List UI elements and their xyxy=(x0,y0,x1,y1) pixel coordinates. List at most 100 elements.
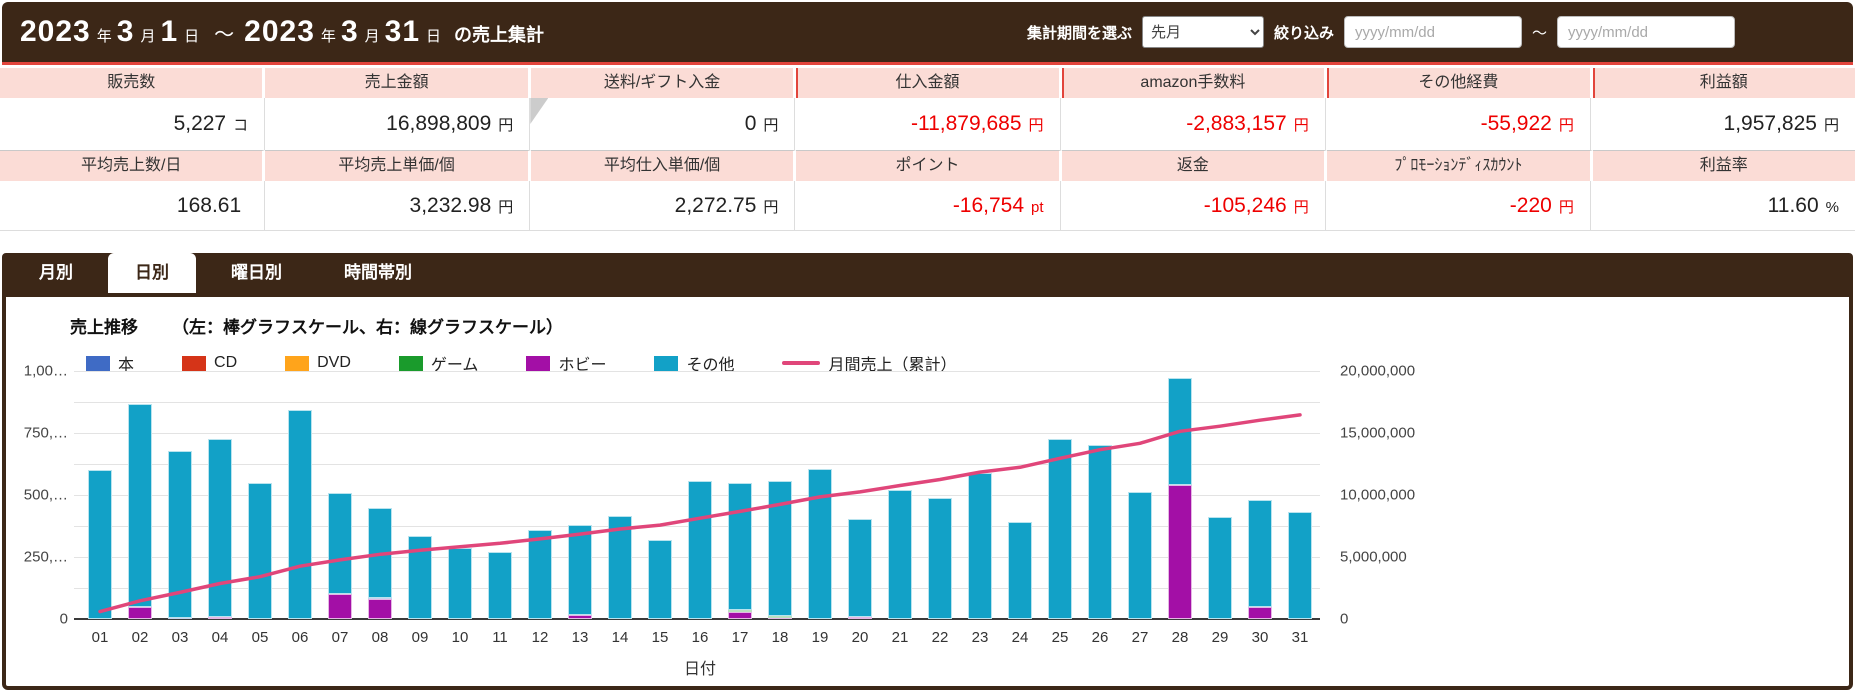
right-axis-label: 20,000,000 xyxy=(1340,362,1416,380)
summary-unit: 円 xyxy=(498,199,514,216)
summary-unit: 円 xyxy=(1558,199,1574,216)
summary-unit: 円 xyxy=(1293,117,1309,134)
bar-segment-other[interactable] xyxy=(128,404,152,608)
tab-時間帯別[interactable]: 時間帯別 xyxy=(344,263,412,282)
summary-value: -55,922 xyxy=(1480,112,1552,135)
left-axis-label: 0 xyxy=(59,610,68,628)
summary-value-cell: -220 円 xyxy=(1325,181,1591,231)
bar-segment-game[interactable] xyxy=(728,609,752,612)
from-year: 2023 xyxy=(20,15,91,48)
grid-line xyxy=(74,464,1320,465)
period-controls: 集計期間を選ぶ 先月 絞り込み ～ xyxy=(1027,16,1835,48)
bar-segment-other[interactable] xyxy=(1248,499,1272,608)
legend-swatch-book xyxy=(86,355,110,371)
bar-segment-other[interactable] xyxy=(1008,522,1032,619)
bar-segment-other[interactable] xyxy=(1288,512,1312,619)
x-tick-label: 17 xyxy=(731,629,749,646)
from-month: 3 xyxy=(116,15,135,48)
bar-segment-other[interactable] xyxy=(488,551,512,619)
x-tick-label: 15 xyxy=(651,629,669,646)
x-tick-label: 19 xyxy=(811,629,829,646)
bar-segment-other[interactable] xyxy=(648,539,672,619)
range-separator: ～ xyxy=(214,23,235,46)
bar-segment-other[interactable] xyxy=(848,518,872,618)
page-header: 2023 年 3 月 1 日 ～ 2023 年 3 月 31 日 の売上集計 集… xyxy=(2,2,1853,65)
bar-segment-hobby[interactable] xyxy=(368,599,392,619)
x-tick-label: 28 xyxy=(1171,629,1189,646)
bar-segment-other[interactable] xyxy=(1088,445,1112,619)
chart-panel: 売上推移 （左：棒グラフスケール、右：線グラフスケール） 本 CD DVD ゲーム ホビ… xyxy=(2,293,1853,690)
x-tick-label: 10 xyxy=(451,629,469,646)
date-to-input[interactable] xyxy=(1557,16,1735,48)
bar-segment-other[interactable] xyxy=(448,548,472,619)
summary-header-cell: 仕入金額 xyxy=(796,68,1062,98)
summary-unit: 円 xyxy=(1823,117,1839,134)
summary-header-cell: 平均仕入単価/個 xyxy=(530,150,797,181)
bar-segment-other[interactable] xyxy=(88,470,112,619)
bar-segment-hobby[interactable] xyxy=(128,607,152,619)
chart-title-row: 売上推移 （左：棒グラフスケール、右：線グラフスケール） xyxy=(6,297,1849,338)
bar-segment-other[interactable] xyxy=(888,490,912,619)
summary-value-cell: 168.61 xyxy=(0,181,266,231)
period-select[interactable]: 先月 xyxy=(1141,16,1264,48)
bar-segment-hobby[interactable] xyxy=(568,615,592,619)
summary-header-cell: ポイント xyxy=(796,150,1062,181)
legend-swatch-dvd xyxy=(285,355,310,371)
x-tick-label: 24 xyxy=(1011,629,1029,646)
bar-segment-other[interactable] xyxy=(568,524,592,616)
x-tick-label: 11 xyxy=(492,629,508,646)
x-tick-label: 04 xyxy=(211,629,229,646)
summary-value-cell: 11.60% xyxy=(1590,181,1855,231)
bar-segment-other[interactable] xyxy=(928,498,952,619)
x-axis-line xyxy=(74,618,1320,620)
bar-segment-other[interactable] xyxy=(328,492,352,595)
bar-segment-other[interactable] xyxy=(248,483,272,619)
bar-segment-game[interactable] xyxy=(768,615,792,618)
bar-segment-other[interactable] xyxy=(608,516,632,619)
legend-item-book: 本 xyxy=(86,351,134,375)
x-tick-label: 31 xyxy=(1291,629,1309,646)
x-tick-label: 23 xyxy=(971,629,989,646)
tab-日別[interactable]: 日別 xyxy=(108,253,196,293)
year-unit: 年 xyxy=(320,27,336,45)
bar-segment-hobby[interactable] xyxy=(328,594,352,619)
bar-segment-other[interactable] xyxy=(1208,517,1232,619)
summary-unit: 円 xyxy=(498,117,514,134)
bar-segment-other[interactable] xyxy=(528,530,552,619)
summary-header-cell: 販売数 xyxy=(0,68,266,98)
summary-value-cell: -105,246 円 xyxy=(1060,181,1326,231)
bar-segment-hobby[interactable] xyxy=(1168,485,1192,619)
bar-segment-other[interactable] xyxy=(688,480,712,619)
bar-segment-other[interactable] xyxy=(1128,492,1152,619)
bar-segment-other[interactable] xyxy=(728,483,752,610)
left-axis-label: 500,… xyxy=(23,486,68,504)
tab-月別[interactable]: 月別 xyxy=(39,263,73,282)
bar-segment-other[interactable] xyxy=(288,409,312,619)
day-unit: 日 xyxy=(184,27,200,45)
summary-header-cell: ﾌﾟﾛﾓｰｼｮﾝﾃﾞｨｽｶｳﾝﾄ xyxy=(1327,150,1593,181)
legend-swatch-hobby xyxy=(526,355,551,371)
bar-segment-other[interactable] xyxy=(1048,439,1072,619)
summary-unit: 円 xyxy=(763,117,779,134)
tab-曜日別[interactable]: 曜日別 xyxy=(231,263,282,282)
legend-label: DVD xyxy=(317,354,351,371)
bar-segment-hobby[interactable] xyxy=(1248,607,1272,619)
date-from-input[interactable] xyxy=(1343,16,1522,48)
to-month: 3 xyxy=(340,15,359,48)
summary-value: 3,232.98 xyxy=(409,194,492,217)
bar-segment-hobby[interactable] xyxy=(728,611,752,619)
summary-unit: 円 xyxy=(1558,117,1574,134)
summary-value-cell: 1,957,825 円 xyxy=(1590,98,1855,150)
bar-segment-hobby[interactable] xyxy=(208,617,232,619)
x-tick-label: 21 xyxy=(891,629,909,646)
month-unit: 月 xyxy=(364,27,380,45)
summary-value-cell: 2,272.75 円 xyxy=(530,181,796,231)
legend-swatch-other xyxy=(654,355,679,371)
day-unit: 日 xyxy=(426,27,442,45)
bar-segment-other[interactable] xyxy=(808,468,832,619)
bar-segment-other[interactable] xyxy=(208,439,232,618)
page-title: 2023 年 3 月 1 日 ～ 2023 年 3 月 31 日 の売上集計 xyxy=(20,15,544,49)
bar-segment-hobby[interactable] xyxy=(848,617,872,619)
legend-item-other: その他 xyxy=(654,351,734,375)
